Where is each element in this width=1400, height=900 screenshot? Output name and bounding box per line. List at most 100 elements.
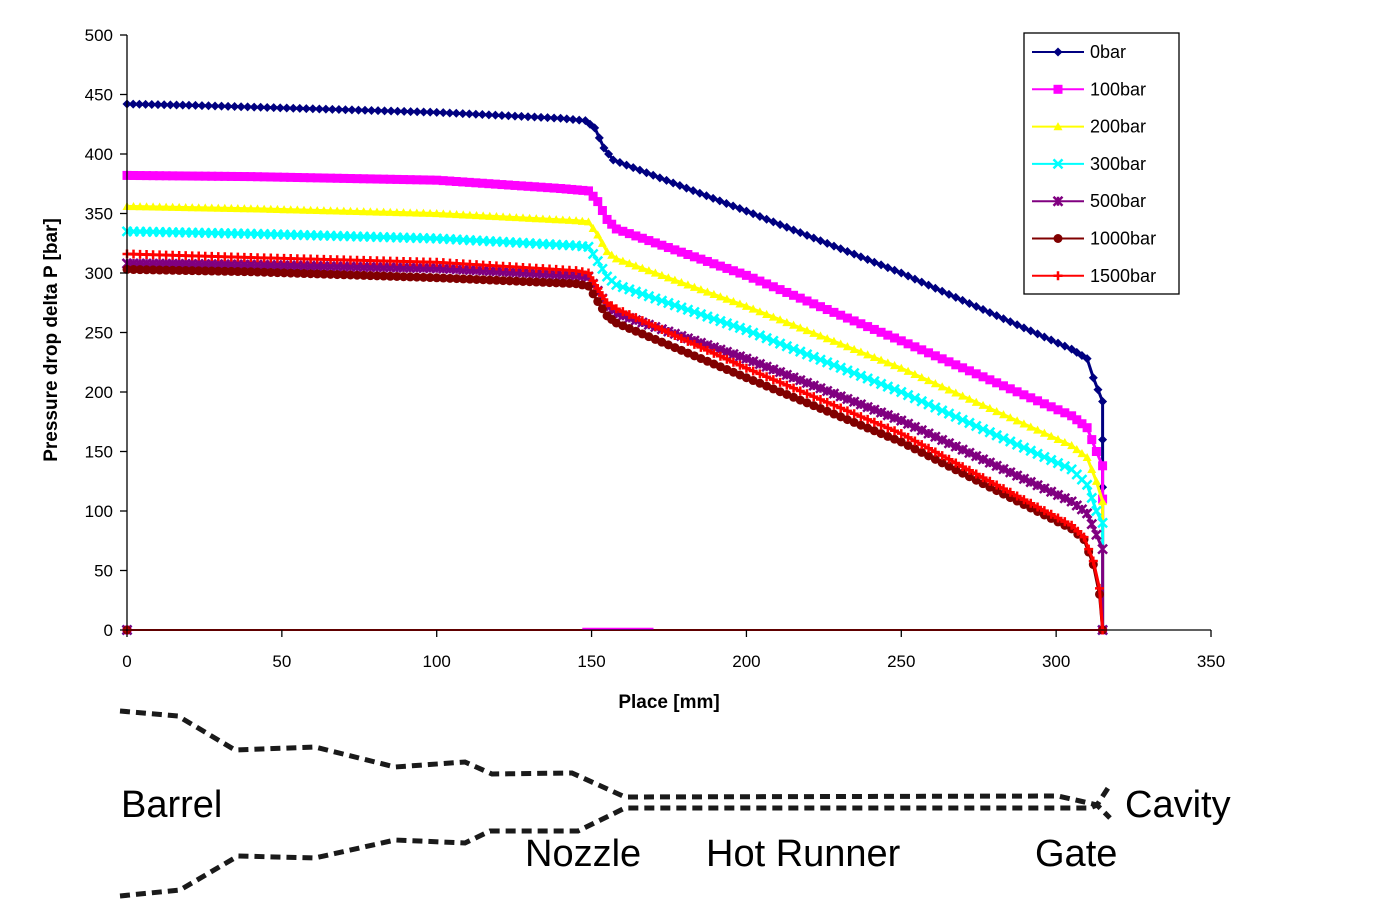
data-point <box>761 361 773 373</box>
data-point <box>782 287 792 297</box>
data-point <box>855 399 867 410</box>
data-point <box>490 110 500 120</box>
data-point <box>903 339 913 349</box>
data-point <box>611 304 621 314</box>
data-point <box>789 320 799 329</box>
data-point <box>207 171 217 181</box>
data-point <box>292 205 302 214</box>
data-point <box>762 372 772 382</box>
data-point <box>977 454 989 465</box>
data-point <box>194 266 204 276</box>
data-point <box>161 265 171 275</box>
data-point <box>607 219 617 229</box>
data-point <box>220 266 230 276</box>
data-point <box>465 210 475 219</box>
data-point <box>856 319 866 329</box>
data-point <box>399 175 409 185</box>
data-point <box>545 214 555 223</box>
data-point <box>715 351 725 361</box>
data-point <box>236 102 246 112</box>
data-point <box>477 110 487 120</box>
data-point <box>365 174 375 184</box>
barrel-top-outline <box>119 708 1113 808</box>
data-point <box>815 331 825 340</box>
data-point <box>134 99 144 109</box>
data-point <box>842 393 853 405</box>
data-point <box>272 172 282 182</box>
data-point <box>602 298 612 308</box>
data-point <box>1053 434 1063 443</box>
data-point <box>903 432 913 442</box>
data-point <box>155 202 165 211</box>
data-point <box>917 440 927 450</box>
data-point <box>223 101 233 111</box>
data-point <box>937 451 947 461</box>
data-point <box>564 215 574 224</box>
data-point <box>599 143 609 153</box>
data-point <box>747 327 759 339</box>
data-point <box>862 401 874 413</box>
data-point <box>1032 448 1043 460</box>
data-point <box>702 345 712 355</box>
data-point <box>1072 445 1082 454</box>
data-point <box>741 363 751 373</box>
data-point <box>924 451 934 461</box>
data-point <box>657 325 667 335</box>
data-point <box>525 277 535 287</box>
data-point <box>523 181 533 191</box>
data-point <box>299 269 309 279</box>
data-point <box>299 173 309 183</box>
data-point <box>458 177 468 187</box>
data-point <box>631 231 641 241</box>
data-point <box>299 205 309 214</box>
data-point <box>1087 464 1097 473</box>
data-point <box>755 378 765 388</box>
data-point <box>856 412 866 422</box>
data-point <box>592 255 604 267</box>
data-point <box>689 252 699 262</box>
data-point <box>142 171 152 181</box>
data-point <box>842 313 852 323</box>
data-point <box>998 381 1008 391</box>
data-point <box>458 109 468 119</box>
data-point <box>386 106 396 116</box>
y-tick-label: 400 <box>85 145 113 164</box>
data-point <box>815 236 825 246</box>
barrel-label: Barrel <box>121 784 222 826</box>
data-point <box>220 171 230 181</box>
data-point <box>458 210 468 219</box>
data-point <box>353 105 363 115</box>
data-point <box>662 175 672 185</box>
data-point <box>822 334 832 343</box>
x-tick-label: 100 <box>423 652 451 671</box>
data-point <box>728 201 738 211</box>
data-point <box>438 108 448 118</box>
data-point <box>597 238 607 247</box>
data-point <box>670 330 680 340</box>
data-point <box>910 444 920 454</box>
data-point <box>1060 341 1070 351</box>
data-point <box>530 182 540 192</box>
data-point <box>809 392 819 402</box>
data-point <box>936 405 948 416</box>
data-point <box>722 294 732 303</box>
data-point <box>471 109 481 119</box>
data-point <box>809 401 819 411</box>
legend-swatch-marker <box>1053 271 1063 281</box>
data-point <box>998 314 1008 324</box>
data-point <box>741 301 751 310</box>
data-point <box>829 241 839 251</box>
data-point <box>869 417 879 427</box>
data-point <box>835 362 847 374</box>
data-point <box>748 304 758 313</box>
data-point <box>326 173 336 183</box>
data-point <box>842 415 852 425</box>
data-point <box>883 431 893 441</box>
data-point <box>312 173 322 183</box>
data-point <box>882 409 894 421</box>
data-point <box>266 172 276 182</box>
data-point <box>642 168 652 178</box>
data-point <box>889 412 900 424</box>
data-point <box>876 420 886 430</box>
data-point <box>602 247 612 256</box>
